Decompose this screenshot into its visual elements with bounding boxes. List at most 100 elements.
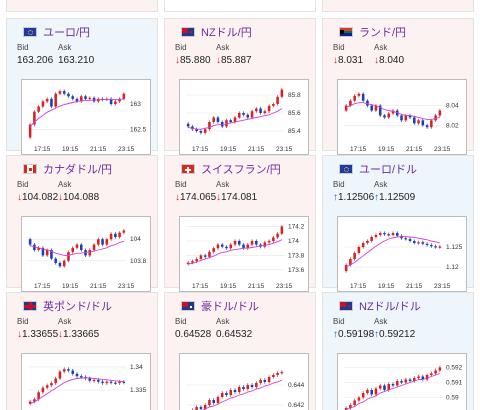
- pair-name[interactable]: カナダドル/円: [43, 164, 113, 176]
- candle: [383, 115, 386, 118]
- bid-label: Bid: [175, 180, 187, 189]
- bid-label: Bid: [17, 180, 29, 189]
- candle: [79, 96, 83, 102]
- y-tick-label: 0.642: [288, 402, 305, 409]
- pair-name[interactable]: NZドル/ドル: [359, 301, 421, 313]
- ask-value: ↓85.887: [216, 55, 252, 66]
- candle: [237, 241, 241, 245]
- candle: [374, 388, 378, 395]
- chart-svg: 1.341.3351.33: [28, 364, 147, 406]
- moving-average-line: [29, 240, 125, 256]
- candle: [383, 233, 386, 235]
- candle: [45, 250, 49, 256]
- y-tick-label: 1.34: [130, 364, 143, 371]
- price-chart[interactable]: 85.8 85.6 85.4 17:15 19:15 21:15 23:15: [179, 79, 309, 155]
- rate-card-cadjpy[interactable]: カナダドル/円 Bid Ask ↓104.082 ↓104.088 104 103.8 17:…: [6, 155, 158, 292]
- candle: [212, 117, 215, 122]
- candle: [67, 252, 70, 261]
- candle: [267, 377, 271, 382]
- price-chart[interactable]: 1.341.3351.33: [21, 353, 151, 410]
- moving-average-line: [201, 379, 283, 410]
- candle: [391, 233, 395, 235]
- price-chart[interactable]: 104 103.8 17:15 19:15 21:15 23:15: [21, 216, 151, 292]
- y-tick-label: 163: [130, 101, 141, 108]
- pair-name[interactable]: 英ポンド/ドル: [43, 301, 113, 313]
- y-tick-label: 0.592: [446, 365, 463, 372]
- candle: [366, 390, 369, 393]
- chart-svg: 8.04 8.02 17:15 19:15 21:15 23:15: [344, 92, 459, 153]
- pair-name[interactable]: ランド/円: [359, 27, 407, 39]
- x-tick-label: 21:15: [406, 146, 423, 153]
- candle: [199, 131, 203, 133]
- rate-card-nzdjpy[interactable]: NZドル/円 Bid Ask ↓85.880 ↓85.887 85.8 85.6 85.4 17…: [164, 18, 316, 155]
- ask-label: Ask: [216, 43, 230, 52]
- ask-number: 163.210: [58, 55, 95, 66]
- x-tick-label: 21:15: [248, 283, 265, 290]
- price-chart[interactable]: 1.125 1.12 17:15 19:15 21:15 23:15: [337, 216, 467, 292]
- candle: [378, 385, 382, 389]
- candle: [280, 372, 284, 374]
- candle: [75, 98, 79, 102]
- x-tick-label: 23:15: [276, 283, 293, 290]
- price-chart[interactable]: 174.2 174 173.8 173.6 17:15 19:15 21:15 23:15: [179, 216, 309, 292]
- y-tick-label: 174: [288, 238, 299, 245]
- candle: [272, 375, 275, 377]
- candle: [97, 379, 100, 382]
- candle: [353, 253, 356, 259]
- price-chart[interactable]: 8.04 8.02 17:15 19:15 21:15 23:15: [337, 79, 467, 155]
- candle: [237, 113, 241, 118]
- rate-card-chfjpy[interactable]: スイスフラン/円 Bid Ask ↓174.065 ↓174.081 174.2 174 17…: [164, 155, 316, 292]
- pair-name[interactable]: スイスフラン/円: [201, 164, 281, 176]
- x-tick-label: 17:15: [34, 146, 51, 153]
- candle: [370, 237, 373, 241]
- candle: [122, 381, 126, 383]
- candle: [349, 259, 352, 265]
- candle: [71, 96, 75, 99]
- price-chart[interactable]: 163 162.5 17:15 19:15 21:15 23:15: [21, 79, 151, 155]
- bid-value: ↓1.33655: [17, 329, 58, 340]
- candle: [71, 370, 75, 374]
- rate-card-nzdusd[interactable]: NZドル/ドル Bid Ask ↑0.59198 ↑0.59212 0.592 0.591 0…: [322, 292, 474, 410]
- y-tick-label: 8.02: [446, 122, 459, 129]
- rate-card-zarjpy[interactable]: ランド/円 Bid Ask ↓8.031 ↓8.040 8.04 8.02 17:15 19:1…: [322, 18, 474, 155]
- pair-name[interactable]: NZドル/円: [201, 27, 252, 39]
- candle: [28, 239, 32, 245]
- rate-card-eurjpy[interactable]: ユーロ/円 Bid Ask 163.206 163.210 163 162.5 17:15 19…: [6, 18, 158, 155]
- pair-name[interactable]: ユーロ/円: [43, 27, 91, 39]
- y-tick-label: 85.8: [288, 92, 301, 99]
- pair-title: NZドル/円: [181, 24, 252, 40]
- candle: [58, 91, 62, 94]
- chart-svg: 163 162.5 17:15 19:15 21:15 23:15: [28, 89, 147, 153]
- moving-average-line: [29, 98, 124, 128]
- pair-name[interactable]: ユーロ/ドル: [359, 164, 418, 176]
- candle: [267, 241, 271, 243]
- arrow-down-icon: ↓: [58, 329, 63, 340]
- candle: [438, 246, 442, 248]
- price-chart[interactable]: 0.644 0.642: [179, 353, 309, 410]
- pair-name[interactable]: 豪ドル/ドル: [201, 301, 260, 313]
- arrow-down-icon: ↓: [175, 192, 180, 203]
- candle: [395, 110, 399, 116]
- rate-card-gbpusd[interactable]: 英ポンド/ドルBidAsk↓1.33655↓1.336651.341.3351.…: [6, 292, 158, 410]
- ask-value: ↓8.040: [374, 55, 404, 66]
- pair-title: ランド/円: [339, 24, 406, 40]
- candle: [255, 241, 258, 245]
- moving-average-line: [345, 236, 441, 268]
- bid-label: Bid: [175, 317, 187, 326]
- candle: [75, 373, 79, 377]
- rate-card-audusd[interactable]: 豪ドル/ドル Bid Ask 0.64528 0.64532 0.644 0.642: [164, 292, 316, 410]
- candle: [97, 239, 100, 245]
- candle: [430, 245, 433, 247]
- candle: [250, 241, 254, 245]
- rate-card-eurusd[interactable]: ユーロ/ドル Bid Ask ↑1.12506 ↑1.12509 1.125 1.12 17:…: [322, 155, 474, 292]
- moving-average-line: [29, 377, 124, 405]
- ask-number: 0.64532: [216, 329, 253, 340]
- arrow-down-icon: ↓: [374, 55, 379, 66]
- ask-label: Ask: [58, 180, 72, 189]
- candle: [434, 246, 437, 248]
- candle: [41, 247, 45, 256]
- arrow-down-icon: ↓: [58, 192, 63, 203]
- candle: [430, 373, 433, 375]
- candle: [101, 239, 104, 245]
